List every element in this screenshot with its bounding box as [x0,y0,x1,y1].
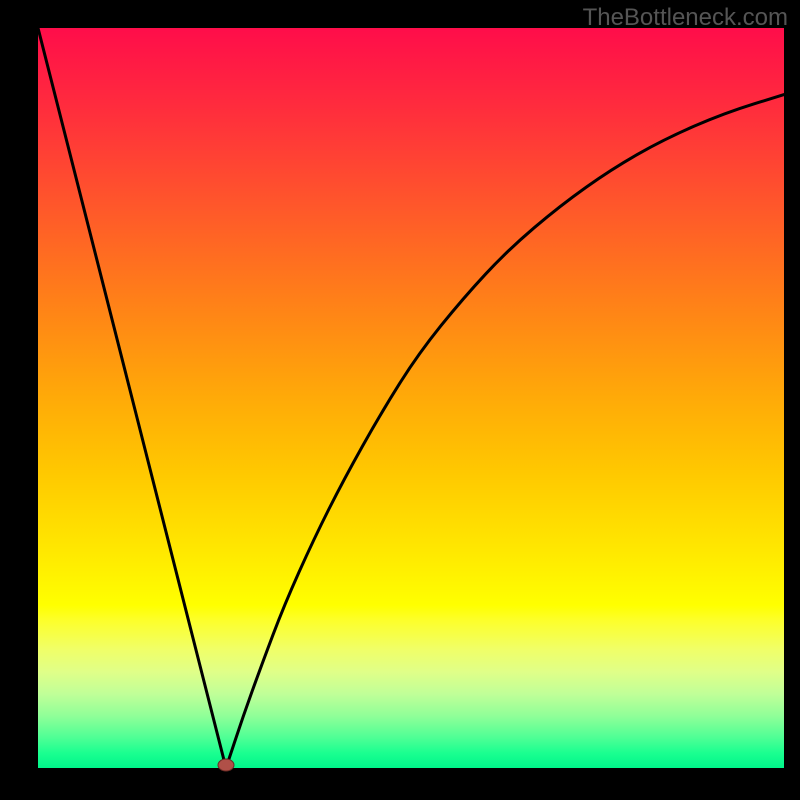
watermark-text: TheBottleneck.com [583,4,788,32]
chart-plot-area [38,28,784,768]
optimal-point-marker [218,759,234,771]
bottleneck-chart-svg [0,0,800,800]
chart-frame: TheBottleneck.com [0,0,800,800]
